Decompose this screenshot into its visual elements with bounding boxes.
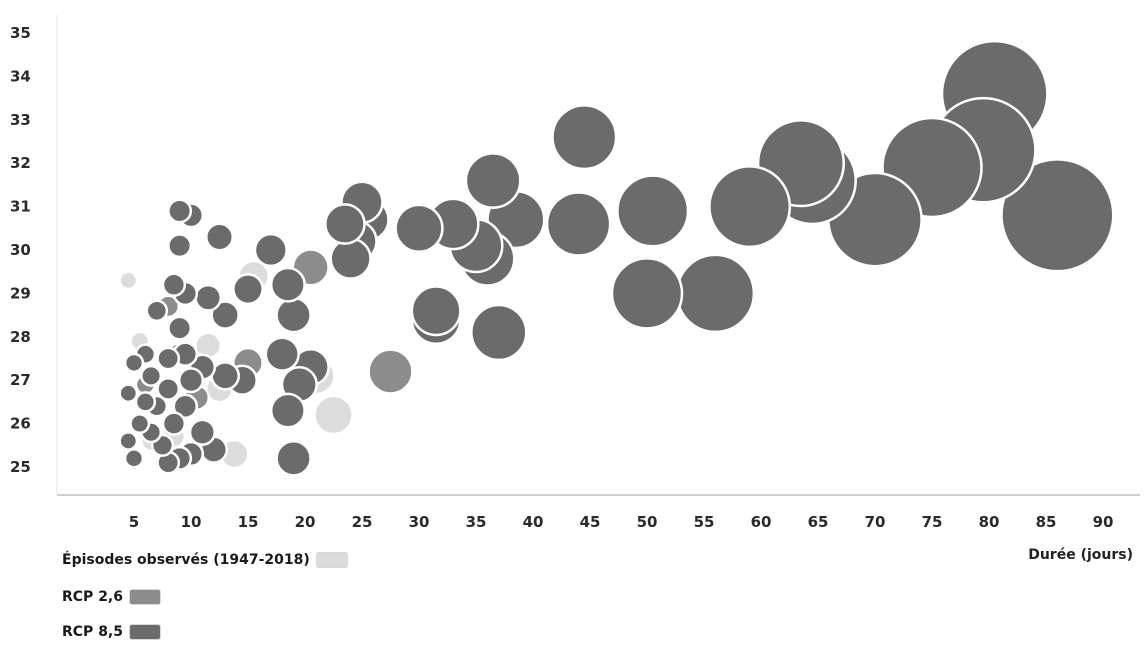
bubble-rcp85 [269,266,306,303]
legend-label-rcp85: RCP 8,5 [62,624,123,640]
bubble-rcp26 [367,348,414,395]
legend-item-rcp85: RCP 8,5 [62,624,161,640]
x-tick-label: 80 [979,513,1000,531]
y-tick-label: 27 [10,371,31,389]
bubble-layer [118,39,1115,477]
x-tick-label: 85 [1036,513,1057,531]
bubble-observed [118,270,139,291]
bubble-rcp85 [545,191,612,257]
x-tick-label: 55 [694,513,715,531]
bubble-rcp85 [123,352,145,373]
bubble-observed [313,394,354,436]
bubble-rcp85 [129,413,151,435]
bubble-rcp85 [188,418,217,446]
bubble-rcp85 [167,233,193,259]
x-tick-label: 75 [922,513,943,531]
x-tick-label: 45 [580,513,601,531]
bubble-rcp85 [394,203,444,253]
legend-item-rcp26: RCP 2,6 [62,589,161,605]
bubble-rcp85 [161,272,187,297]
bubble-rcp85 [275,440,312,477]
legend-swatch-observed [315,552,348,568]
bubble-rcp85 [253,232,288,268]
bubble-rcp85 [167,198,193,224]
x-tick-label: 20 [295,513,316,531]
bubble-rcp85 [205,222,234,252]
bubble-rcp85 [140,364,163,387]
bubble-rcp85 [118,431,139,451]
x-tick-label: 5 [129,513,139,531]
y-tick-label: 32 [10,154,31,172]
legend-item-observed: Épisodes observés (1947-2018) [62,552,348,568]
bubble-rcp85 [232,273,264,306]
bubble-rcp85 [118,383,139,404]
bubble-rcp85 [156,346,181,371]
x-tick-label: 15 [238,513,259,531]
x-tick-label: 70 [865,513,886,531]
bubble-rcp85 [470,303,528,362]
bubble-rcp85 [145,299,169,323]
bubble-rcp85 [156,376,181,401]
legend-swatch-rcp85 [129,624,161,640]
x-axis-title: Durée (jours) [1028,547,1133,563]
legend-swatch-rcp26 [129,589,161,605]
y-tick-label: 33 [10,111,31,129]
y-tick-label: 29 [10,284,31,302]
bubble-rcp85 [464,152,522,209]
legend-label-rcp26: RCP 2,6 [62,589,123,605]
y-tick-labels: 25 26 27 28 29 30 31 32 33 34 35 [10,24,31,476]
bubble-rcp85 [177,367,205,394]
bubble-rcp85 [616,174,690,248]
y-tick-label: 26 [10,415,31,433]
x-tick-label: 40 [523,513,544,531]
x-tick-label: 90 [1093,513,1114,531]
bubble-rcp85 [134,391,157,413]
bubble-rcp85 [551,104,618,171]
bubble-rcp85 [1000,158,1115,273]
x-tick-label: 25 [352,513,373,531]
x-tick-labels: 5 10 15 20 25 30 35 40 45 50 55 60 65 70 75 80 85 90 [129,513,1114,531]
y-tick-label: 31 [10,198,31,216]
x-tick-label: 65 [808,513,829,531]
bubble-rcp85 [675,253,756,334]
bubble-rcp85 [210,300,240,330]
x-tick-label: 50 [637,513,658,531]
y-tick-label: 35 [10,24,31,42]
bubble-rcp85 [264,336,300,372]
y-tick-label: 25 [10,458,31,476]
y-tick-label: 28 [10,328,31,346]
bubble-rcp85 [161,411,187,436]
bubble-rcp85 [194,283,223,312]
bubble-rcp85 [329,237,372,280]
y-tick-label: 34 [10,67,31,85]
bubble-rcp85 [269,392,306,429]
bubble-rcp85 [410,285,462,337]
y-tick-label: 30 [10,241,31,259]
x-tick-label: 35 [466,513,487,531]
x-tick-label: 60 [751,513,772,531]
bubble-rcp85 [324,203,366,245]
x-tick-label: 30 [409,513,430,531]
bubble-rcp85 [610,257,684,330]
x-tick-label: 10 [181,513,202,531]
bubble-rcp85 [275,296,312,334]
bubble-rcp85 [172,393,199,419]
bubble-rcp85 [167,315,193,341]
bubble-rcp85 [123,448,145,469]
bubble-rcp85 [708,165,792,249]
legend-label-observed: Épisodes observés (1947-2018) [62,552,310,568]
